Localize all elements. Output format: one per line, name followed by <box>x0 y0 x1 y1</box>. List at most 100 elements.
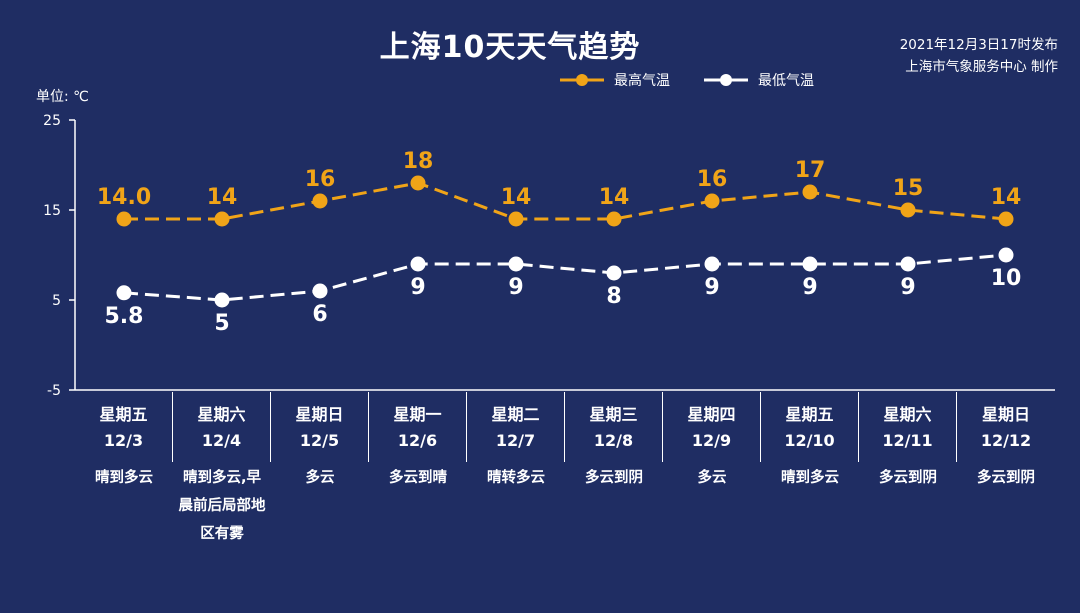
day-columns: 星期五 12/3 星期六 12/4 星期日 12/5 星期一 12/6 星期二 12/7 星期三 12… <box>75 392 1055 592</box>
low-temp-point <box>998 247 1014 263</box>
low-temp-point <box>606 265 622 281</box>
day-column: 星期一 12/6 <box>369 392 467 462</box>
high-temp-label: 14 <box>599 185 630 210</box>
high-temp-label: 16 <box>305 167 336 192</box>
high-temp-point <box>410 175 426 191</box>
day-column: 星期三 12/8 <box>565 392 663 462</box>
publish-date: 2021年12月3日17时发布 <box>899 37 1058 53</box>
day-of-week: 星期六 <box>197 405 246 424</box>
publisher: 上海市气象服务中心 制作 <box>905 59 1058 75</box>
high-temp-point <box>998 211 1014 227</box>
low-temp-point <box>312 283 328 299</box>
high-temp-point <box>900 202 916 218</box>
weather-desc: 多云到阴 <box>879 470 937 486</box>
day-of-week: 星期六 <box>883 405 932 424</box>
high-temp-point <box>606 211 622 227</box>
day-date: 12/5 <box>299 431 340 450</box>
day-date: 12/9 <box>691 431 732 450</box>
legend: 最高气温 最低气温 <box>560 70 814 90</box>
high-temp-label: 14 <box>991 185 1022 210</box>
day-of-week: 星期三 <box>589 405 638 424</box>
low-temp-point <box>214 292 230 308</box>
weather-desc: 晴转多云 <box>487 470 545 486</box>
low-temp-point <box>508 256 524 272</box>
low-temp-line <box>123 253 1007 302</box>
low-temp-label: 9 <box>802 275 817 300</box>
y-tick-label: -5 <box>47 383 61 399</box>
high-temp-label: 14.0 <box>97 185 151 210</box>
low-temp-point <box>704 256 720 272</box>
weather-desc: 多云 <box>305 470 335 486</box>
day-column: 星期五 12/10 <box>761 392 859 462</box>
low-temp-label: 9 <box>900 275 915 300</box>
high-temp-line <box>124 181 1007 221</box>
low-temp-point <box>802 256 818 272</box>
day-date: 12/12 <box>980 431 1032 450</box>
weather-descriptions: 晴到多云 晴到多云,早晨前后局部地区有雾 多云 多云到晴 晴转多云 多云到阴 多云 晴到多云 多… <box>75 464 1055 548</box>
weather-desc: 多云到阴 <box>585 470 643 486</box>
day-of-week: 星期五 <box>99 405 148 424</box>
legend-low-label: 最低气温 <box>758 73 814 89</box>
legend-low-marker <box>704 74 748 86</box>
y-tick-label: 25 <box>43 113 61 129</box>
low-temp-point <box>410 256 426 272</box>
high-temp-point <box>312 193 328 209</box>
day-date: 12/3 <box>103 431 144 450</box>
day-date: 12/7 <box>495 431 536 450</box>
y-tick-label: 5 <box>52 293 61 309</box>
weather-desc: 晴到多云 <box>781 470 839 486</box>
day-column: 星期日 12/5 <box>271 392 369 462</box>
low-temp-label: 5.8 <box>105 304 144 329</box>
chart-title: 上海10天天气趋势 <box>379 30 641 65</box>
low-temp-label: 9 <box>508 275 523 300</box>
day-column: 星期二 12/7 <box>467 392 565 462</box>
weather-desc: 多云到晴 <box>389 470 447 486</box>
legend-high-marker <box>560 74 604 86</box>
high-temp-point <box>508 211 524 227</box>
low-temp-point <box>900 256 916 272</box>
high-temp-label: 17 <box>795 158 826 183</box>
high-temp-point <box>802 184 818 200</box>
unit-label: 单位: ℃ <box>36 89 89 105</box>
day-column: 星期五 12/3 <box>75 392 173 462</box>
day-date: 12/4 <box>201 431 242 450</box>
day-of-week: 星期五 <box>785 405 834 424</box>
low-temp-label: 10 <box>991 266 1022 291</box>
low-temp-label: 6 <box>312 302 327 327</box>
low-temp-label: 9 <box>704 275 719 300</box>
legend-low: 最低气温 <box>704 70 814 90</box>
day-column: 星期六 12/4 <box>173 392 271 462</box>
high-temp-point <box>116 211 132 227</box>
weather-desc: 多云到阴 <box>977 470 1035 486</box>
weather-desc: 晴到多云 <box>95 470 153 486</box>
high-temp-label: 14 <box>501 185 532 210</box>
high-temp-label: 15 <box>893 176 924 201</box>
day-date: 12/8 <box>593 431 634 450</box>
day-date: 12/11 <box>882 431 933 450</box>
low-temp-label: 5 <box>214 311 229 336</box>
y-tick-label: 15 <box>43 203 61 219</box>
day-column: 星期六 12/11 <box>859 392 957 462</box>
day-of-week: 星期四 <box>687 405 736 424</box>
day-column: 星期日 12/12 <box>957 392 1055 462</box>
day-date: 12/6 <box>397 431 438 450</box>
legend-high-label: 最高气温 <box>614 73 670 89</box>
high-temp-label: 18 <box>403 149 434 174</box>
high-temp-point <box>704 193 720 209</box>
high-temp-label: 16 <box>697 167 728 192</box>
day-of-week: 星期日 <box>295 405 344 424</box>
high-temp-label: 14 <box>207 185 238 210</box>
weather-desc: 多云 <box>697 470 727 486</box>
weather-desc: 晴到多云,早晨前后局部地区有雾 <box>178 470 266 542</box>
legend-high: 最高气温 <box>560 70 670 90</box>
day-column: 星期四 12/9 <box>663 392 761 462</box>
low-temp-label: 8 <box>606 284 621 309</box>
high-temp-point <box>214 211 230 227</box>
day-date: 12/10 <box>784 431 835 450</box>
low-temp-point <box>116 285 132 301</box>
low-temp-label: 9 <box>410 275 425 300</box>
day-of-week: 星期二 <box>491 405 540 424</box>
day-of-week: 星期一 <box>393 405 442 424</box>
publish-info: 2021年12月3日17时发布 上海市气象服务中心 制作 <box>900 34 1058 78</box>
